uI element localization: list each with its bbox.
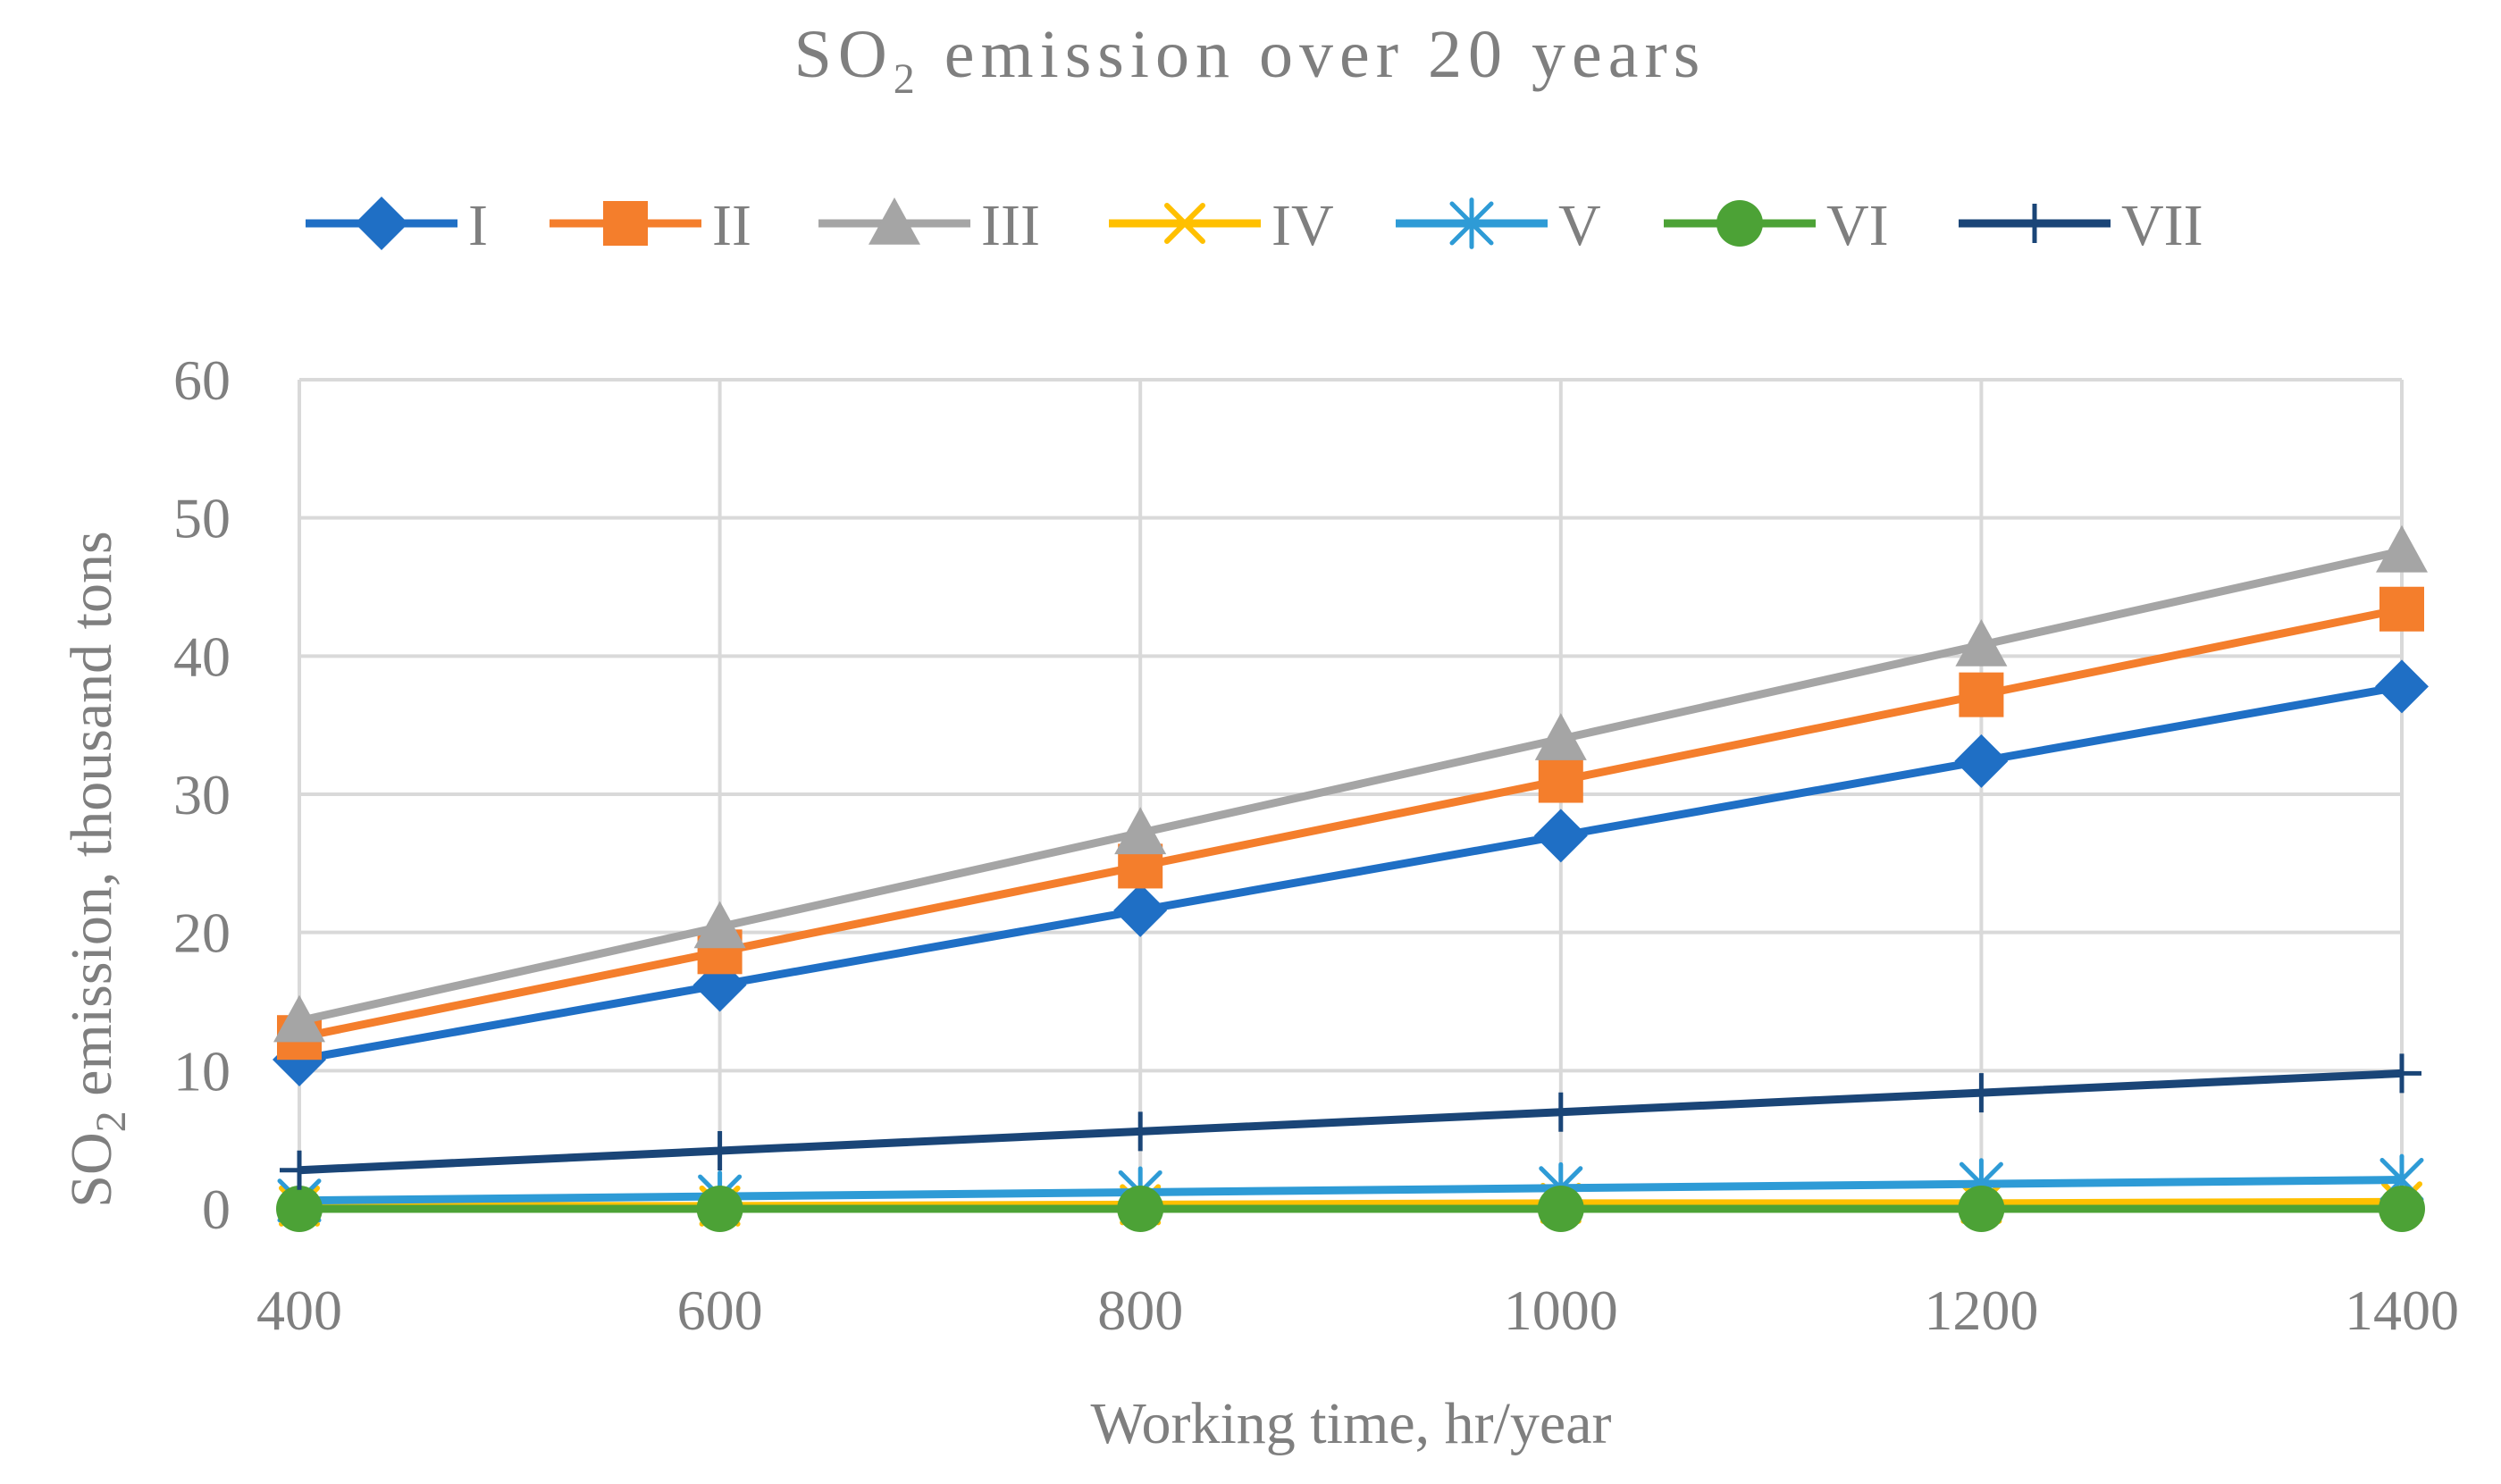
legend-item-III: III <box>818 193 1040 258</box>
series-VII <box>280 1053 2421 1190</box>
chart-title-subscript: 2 <box>894 55 921 103</box>
marker-circle <box>1117 1186 1164 1232</box>
marker-asterisk <box>1449 197 1494 249</box>
x-tick-label: 1200 <box>1924 1279 2038 1342</box>
series-group <box>273 524 2429 1232</box>
marker-diamond <box>1533 809 1588 863</box>
marker-square <box>1959 672 2004 717</box>
legend-item-I: I <box>306 193 488 258</box>
y-axis-label-rest: emission, thousand tons <box>59 531 124 1111</box>
marker-circle <box>1537 1186 1584 1232</box>
x-axis-label: Working time, hr/year <box>1090 1391 1611 1456</box>
series-I <box>273 659 2429 1086</box>
x-tick-label: 600 <box>677 1279 763 1342</box>
legend-label: VI <box>1826 193 1889 258</box>
legend-item-VI: VI <box>1664 193 1889 258</box>
marker-x <box>1164 203 1205 244</box>
marker-circle <box>1716 200 1763 247</box>
marker-plus <box>1540 1092 1581 1132</box>
legend-label: II <box>712 193 751 258</box>
series-line-II <box>298 605 2403 1042</box>
series-line-V <box>298 1176 2403 1205</box>
y-axis-label-subscript: 2 <box>88 1111 135 1132</box>
legend-item-II: II <box>550 193 751 258</box>
series-line-III <box>298 547 2403 1026</box>
legend-label: IV <box>1271 193 1334 258</box>
legend-label: III <box>981 193 1040 258</box>
y-tick-label: 60 <box>173 348 231 412</box>
y-tick-label: 50 <box>173 487 231 550</box>
legend-label: VII <box>2121 193 2203 258</box>
marker-diamond <box>355 197 408 250</box>
series-V <box>277 1153 2424 1227</box>
legend-item-VII: VII <box>1959 193 2203 258</box>
series-line-I <box>298 682 2403 1064</box>
x-tick-label: 1000 <box>1504 1279 1618 1342</box>
y-axis-ticks: 0 10 20 30 40 50 60 <box>173 348 231 1241</box>
marker-triangle <box>1534 713 1587 760</box>
chart-title-rest: emission over 20 years <box>921 17 1707 92</box>
y-tick-label: 30 <box>173 763 231 826</box>
legend: I II III IV V VI VII <box>306 193 2203 258</box>
y-tick-label: 20 <box>173 901 231 965</box>
marker-plus <box>1120 1111 1161 1152</box>
marker-triangle <box>1114 807 1167 855</box>
marker-circle <box>276 1186 323 1232</box>
marker-plus <box>280 1150 319 1190</box>
legend-label: V <box>1558 193 1601 258</box>
marker-triangle <box>693 901 746 949</box>
y-tick-label: 40 <box>173 625 231 688</box>
legend-item-IV: IV <box>1109 193 1334 258</box>
marker-square <box>1538 758 1583 803</box>
marker-triangle <box>273 994 325 1043</box>
marker-square <box>603 201 648 246</box>
marker-triangle <box>1955 618 2008 667</box>
y-axis-label-main: SO <box>59 1132 124 1207</box>
series-VI <box>276 1186 2425 1232</box>
marker-circle <box>1958 1186 2005 1232</box>
marker-circle <box>2379 1186 2425 1232</box>
series-line-VII <box>298 1069 2403 1175</box>
marker-diamond <box>1954 734 2009 788</box>
marker-circle <box>696 1186 743 1232</box>
y-axis-label: SO2 emission, thousand tons <box>59 531 135 1207</box>
marker-diamond <box>2375 659 2429 714</box>
x-tick-label: 1400 <box>2345 1279 2459 1342</box>
x-tick-label: 800 <box>1097 1279 1183 1342</box>
marker-square <box>2379 586 2424 632</box>
y-tick-label: 10 <box>173 1039 231 1103</box>
marker-triangle <box>2376 524 2428 573</box>
x-tick-label: 400 <box>256 1279 342 1342</box>
marker-diamond <box>1113 883 1168 937</box>
marker-plus <box>700 1131 740 1171</box>
legend-label: I <box>468 193 488 258</box>
chart-title-main: SO <box>794 17 894 92</box>
y-tick-label: 0 <box>202 1178 231 1241</box>
chart-title: SO2 emission over 20 years <box>794 17 1707 103</box>
marker-plus <box>2015 204 2054 243</box>
series-III <box>273 524 2428 1043</box>
marker-triangle <box>869 197 920 245</box>
x-axis-ticks: 400 600 800 1000 1200 1400 <box>256 1279 2459 1342</box>
legend-item-V: V <box>1396 193 1601 258</box>
marker-plus <box>1961 1073 2002 1113</box>
marker-plus <box>2382 1053 2421 1094</box>
marker-stroke <box>1164 203 1205 244</box>
